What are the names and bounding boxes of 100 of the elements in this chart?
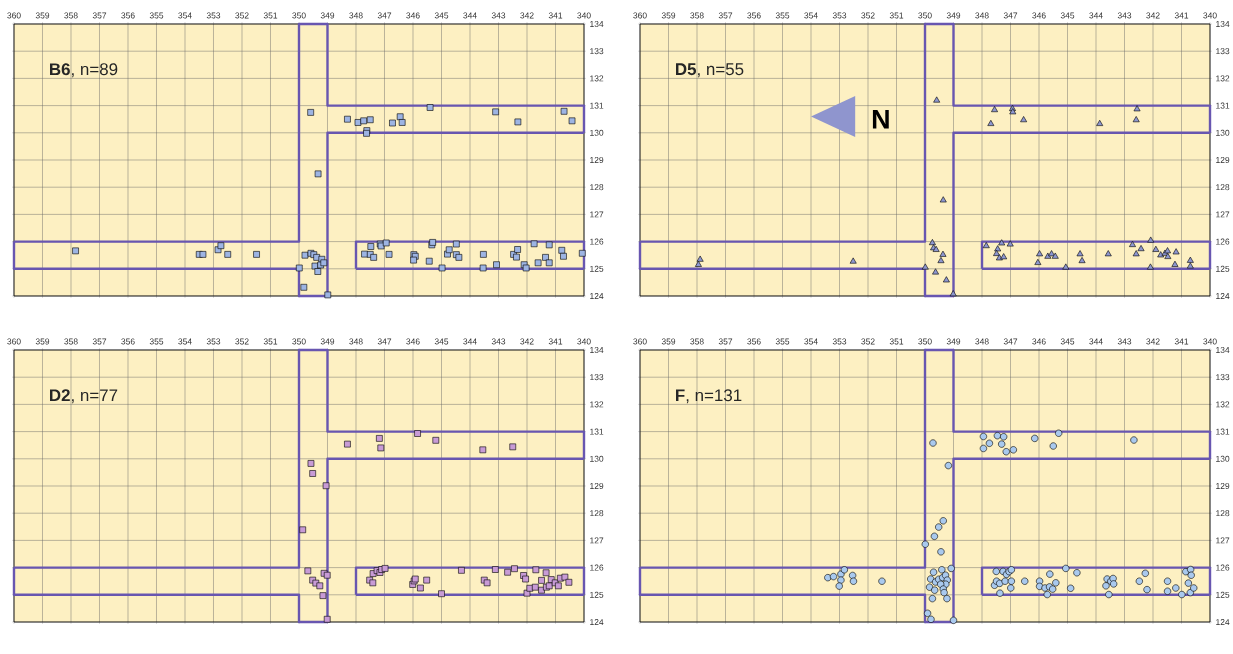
y-tick-label: 128 — [1216, 184, 1230, 191]
x-tick-label: 341 — [548, 338, 563, 345]
x-tick-label: 352 — [235, 12, 249, 19]
text: B6, n=89 — [50, 63, 118, 78]
y-tick-label: 125 — [590, 265, 604, 272]
x-tick-label: 346 — [406, 12, 420, 19]
x-tick-label: 340 — [1203, 12, 1217, 19]
x-tick-label: 356 — [747, 12, 761, 19]
x-tick-label: 354 — [804, 12, 818, 19]
y-tick-label: 134 — [1216, 347, 1230, 353]
x-tick-label: 342 — [520, 12, 534, 19]
x-tick-label: 359 — [35, 12, 50, 19]
y-tick-label: 132 — [590, 75, 604, 82]
x-tick-label: 358 — [690, 12, 704, 19]
x-tick-label: 344 — [463, 338, 477, 345]
x-tick-label: 344 — [1089, 12, 1103, 19]
x-tick-label: 353 — [832, 12, 847, 19]
x-tick-label: 346 — [406, 338, 420, 345]
x-tick-label: 358 — [64, 338, 78, 345]
x-tick-label: 344 — [1089, 338, 1103, 345]
x-tick-label: 360 — [633, 338, 647, 345]
y-tick-label: 133 — [590, 374, 604, 381]
x-tick-label: 360 — [633, 12, 647, 19]
y-tick-label: 134 — [1216, 21, 1230, 27]
x-tick-label: 347 — [377, 12, 392, 19]
y-tick-label: 126 — [590, 564, 604, 571]
x-tick-label: 347 — [1003, 338, 1018, 345]
x-tick-label: 343 — [1117, 338, 1132, 345]
y-tick-label: 125 — [590, 591, 604, 598]
x-tick-label: 348 — [349, 12, 363, 19]
x-tick-label: 360 — [7, 338, 21, 345]
y-tick-label: 133 — [1216, 374, 1230, 381]
x-tick-label: 344 — [463, 12, 477, 19]
x-tick-label: 352 — [861, 338, 875, 345]
x-tick-label: 354 — [804, 338, 818, 345]
x-tick-label: 349 — [946, 12, 961, 19]
y-tick-label: 127 — [590, 537, 604, 544]
y-tick-label: 124 — [590, 293, 604, 299]
x-tick-label: 355 — [775, 338, 790, 345]
x-tick-label: 343 — [1117, 12, 1132, 19]
x-tick-label: 348 — [975, 12, 989, 19]
text: F, n=131 — [676, 389, 742, 404]
y-tick-label: 134 — [590, 347, 604, 353]
x-tick-label: 355 — [149, 338, 164, 345]
x-tick-label: 352 — [235, 338, 249, 345]
x-tick-label: 346 — [1032, 12, 1046, 19]
x-tick-label: 350 — [918, 338, 932, 345]
y-tick-label: 133 — [1216, 48, 1230, 55]
x-tick-label: 357 — [718, 12, 733, 19]
x-tick-label: 359 — [661, 338, 676, 345]
x-tick-label: 351 — [889, 12, 904, 19]
y-tick-label: 124 — [1216, 293, 1230, 299]
y-tick-label: 134 — [590, 21, 604, 27]
y-tick-label: 131 — [590, 428, 604, 435]
y-tick-label: 132 — [1216, 75, 1230, 82]
text: D5, n=55 — [676, 63, 744, 78]
x-tick-label: 360 — [7, 12, 21, 19]
x-tick-label: 342 — [520, 338, 534, 345]
x-tick-label: 355 — [149, 12, 164, 19]
y-tick-label: 129 — [590, 157, 604, 163]
x-tick-label: 341 — [1174, 338, 1189, 345]
x-tick-label: 340 — [1203, 338, 1217, 345]
x-tick-label: 345 — [1060, 338, 1075, 345]
x-tick-label: 345 — [1060, 12, 1075, 19]
y-tick-label: 127 — [1216, 537, 1230, 544]
text: D2, n=77 — [50, 389, 118, 404]
x-tick-label: 350 — [292, 338, 306, 345]
x-tick-label: 341 — [548, 12, 563, 19]
y-tick-label: 128 — [1216, 510, 1230, 517]
x-tick-label: 341 — [1174, 12, 1189, 19]
x-tick-label: 343 — [491, 12, 506, 19]
x-tick-label: 340 — [577, 12, 591, 19]
x-tick-label: 346 — [1032, 338, 1046, 345]
y-tick-label: 126 — [1216, 238, 1230, 245]
y-tick-label: 128 — [590, 184, 604, 191]
y-tick-label: 132 — [1216, 401, 1230, 408]
x-tick-label: 354 — [178, 12, 192, 19]
x-tick-label: 350 — [292, 12, 306, 19]
x-tick-label: 357 — [92, 338, 107, 345]
x-tick-label: 349 — [320, 338, 335, 345]
x-tick-label: 353 — [206, 12, 221, 19]
x-tick-label: 343 — [491, 338, 506, 345]
y-tick-label: 127 — [590, 211, 604, 218]
y-tick-label: 130 — [1216, 129, 1230, 136]
y-tick-label: 126 — [1216, 564, 1230, 571]
y-tick-label: 126 — [590, 238, 604, 245]
x-tick-label: 349 — [320, 12, 335, 19]
y-tick-label: 132 — [590, 401, 604, 408]
y-tick-label: 131 — [590, 102, 604, 109]
x-tick-label: 347 — [1003, 12, 1018, 19]
x-tick-label: 348 — [975, 338, 989, 345]
x-tick-label: 353 — [832, 338, 847, 345]
x-tick-label: 354 — [178, 338, 192, 345]
x-tick-label: 353 — [206, 338, 221, 345]
x-tick-label: 345 — [434, 12, 449, 19]
x-tick-label: 356 — [747, 338, 761, 345]
y-tick-label: 129 — [1216, 157, 1230, 163]
y-tick-label: 125 — [1216, 591, 1230, 598]
y-tick-label: 129 — [590, 483, 604, 489]
x-tick-label: 352 — [861, 12, 875, 19]
